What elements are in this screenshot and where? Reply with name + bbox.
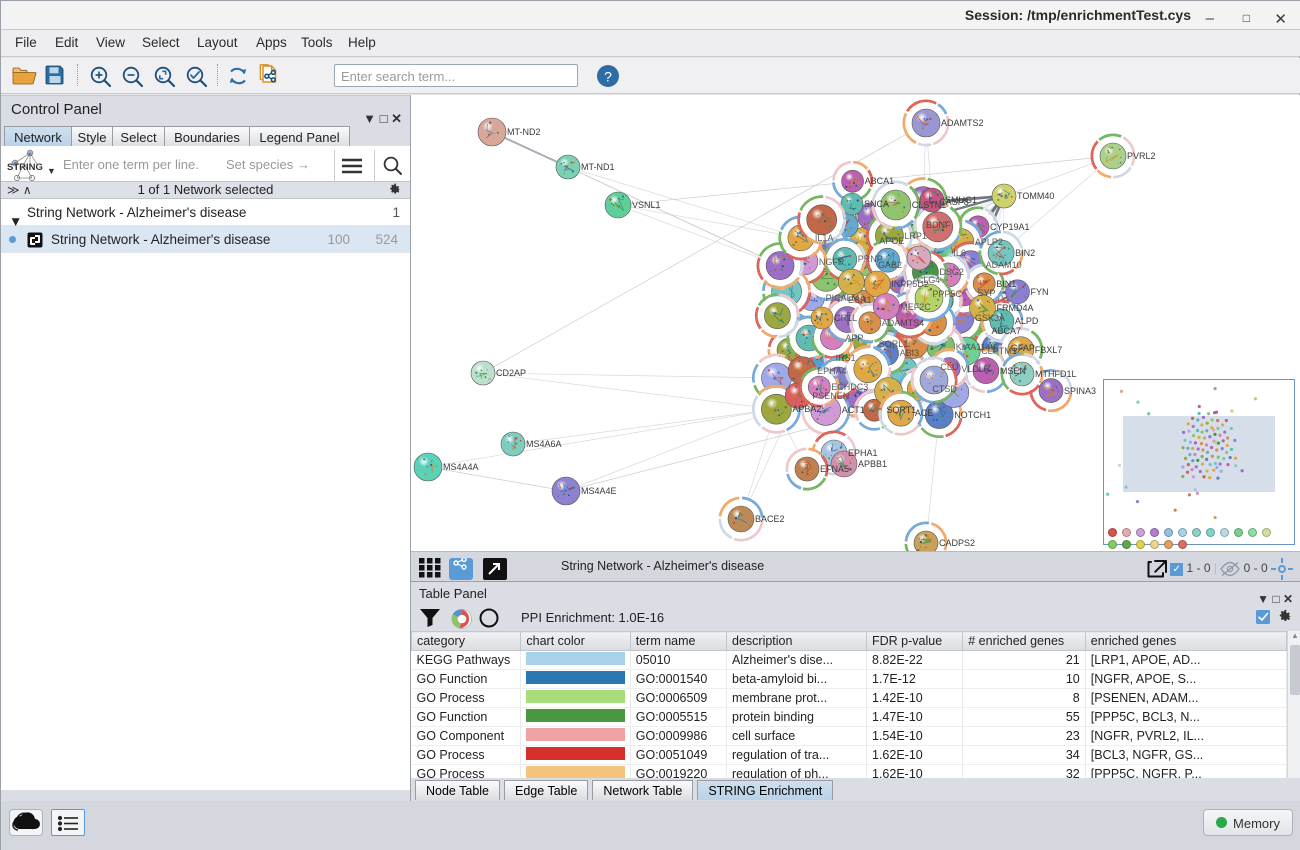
svg-text:STRING: STRING: [7, 162, 43, 173]
svg-text:?: ?: [604, 69, 612, 85]
